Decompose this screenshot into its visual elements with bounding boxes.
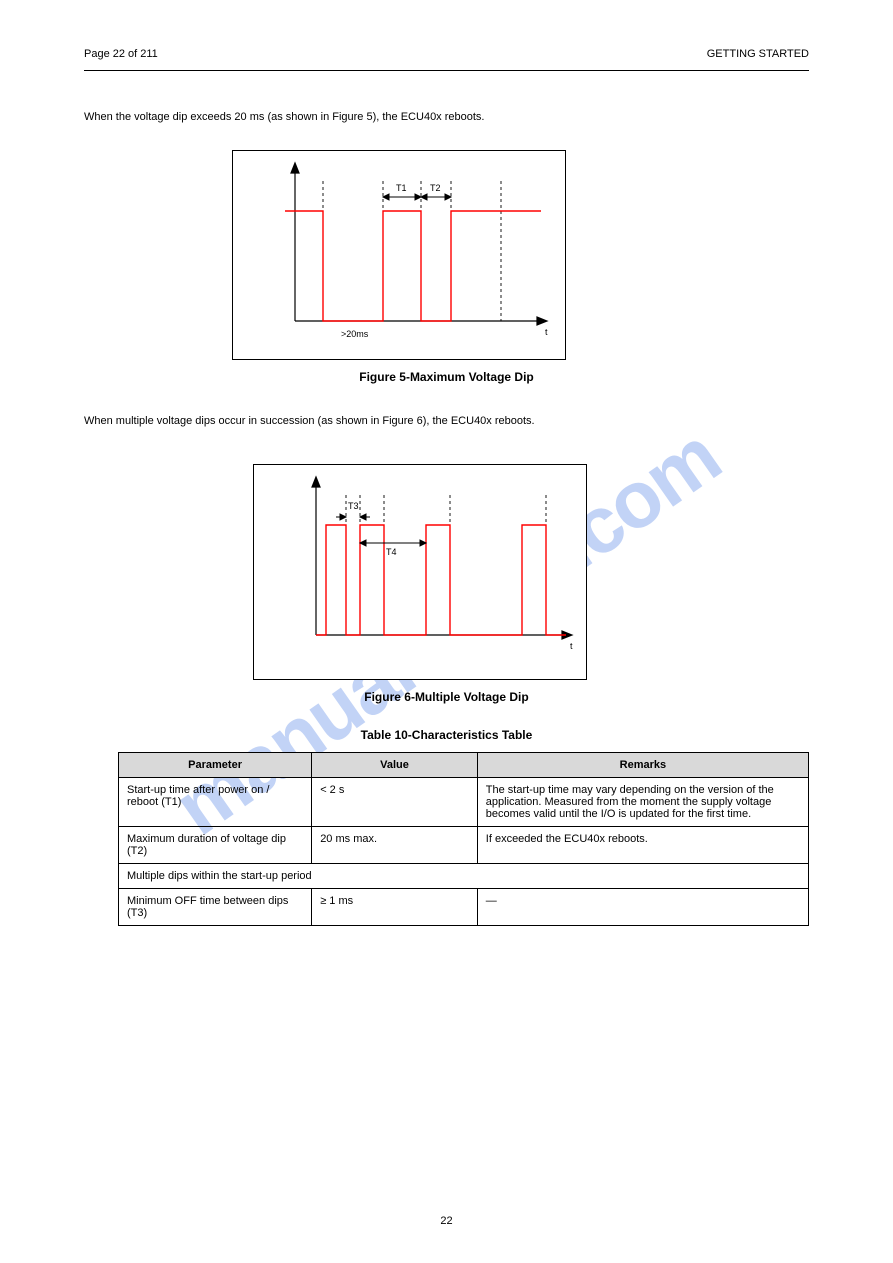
- cell: The start-up time may vary depending on …: [477, 778, 808, 827]
- col-value: Value: [312, 753, 478, 778]
- cell: < 2 s: [312, 778, 478, 827]
- col-parameter: Parameter: [119, 753, 312, 778]
- figure-6-box: T3 T4 t: [253, 464, 587, 680]
- table-row: Minimum OFF time between dips (T3) ≥ 1 m…: [119, 889, 809, 926]
- table-row: Maximum duration of voltage dip (T2) 20 …: [119, 827, 809, 864]
- page: { "header": { "left": "Page 22 of 211", …: [0, 0, 893, 1263]
- page-header: Page 22 of 211 GETTING STARTED: [84, 48, 809, 60]
- paragraph-1: When the voltage dip exceeds 20 ms (as s…: [84, 110, 809, 125]
- fig5-dim-a: T1: [396, 183, 407, 193]
- cell: —: [477, 889, 808, 926]
- fig5-xaxis-label: t: [545, 327, 548, 337]
- spec-table-wrap: Parameter Value Remarks Start-up time af…: [118, 752, 809, 926]
- cell: 20 ms max.: [312, 827, 478, 864]
- spec-table: Parameter Value Remarks Start-up time af…: [118, 752, 809, 926]
- figure-5-caption: Figure 5-Maximum Voltage Dip: [0, 370, 893, 384]
- figure-5-box: T1 T2 >20ms t: [232, 150, 566, 360]
- cell: Start-up time after power on / reboot (T…: [119, 778, 312, 827]
- table-row: Start-up time after power on / reboot (T…: [119, 778, 809, 827]
- page-number: 22: [0, 1215, 893, 1227]
- fig6-dim-t3: T3: [348, 501, 359, 511]
- cell: Maximum duration of voltage dip (T2): [119, 827, 312, 864]
- cell: ≥ 1 ms: [312, 889, 478, 926]
- cell: If exceeded the ECU40x reboots.: [477, 827, 808, 864]
- fig6-xaxis-label: t: [570, 641, 573, 651]
- cell: Minimum OFF time between dips (T3): [119, 889, 312, 926]
- header-rule: [84, 70, 809, 71]
- table-header-row: Parameter Value Remarks: [119, 753, 809, 778]
- figure-6-caption: Figure 6-Multiple Voltage Dip: [0, 690, 893, 704]
- table-row: Multiple dips within the start-up period: [119, 864, 809, 889]
- header-left: Page 22 of 211: [84, 48, 158, 60]
- paragraph-2: When multiple voltage dips occur in succ…: [84, 414, 809, 429]
- fig5-dim-b: T2: [430, 183, 441, 193]
- fig6-dim-t4: T4: [386, 547, 397, 557]
- cell-span: Multiple dips within the start-up period: [119, 864, 809, 889]
- fig5-dip-label: >20ms: [341, 329, 369, 339]
- col-remarks: Remarks: [477, 753, 808, 778]
- header-right: GETTING STARTED: [707, 48, 809, 60]
- table-caption: Table 10-Characteristics Table: [0, 728, 893, 742]
- figure-5-svg: T1 T2 >20ms t: [233, 151, 567, 361]
- figure-6-svg: T3 T4 t: [254, 465, 588, 681]
